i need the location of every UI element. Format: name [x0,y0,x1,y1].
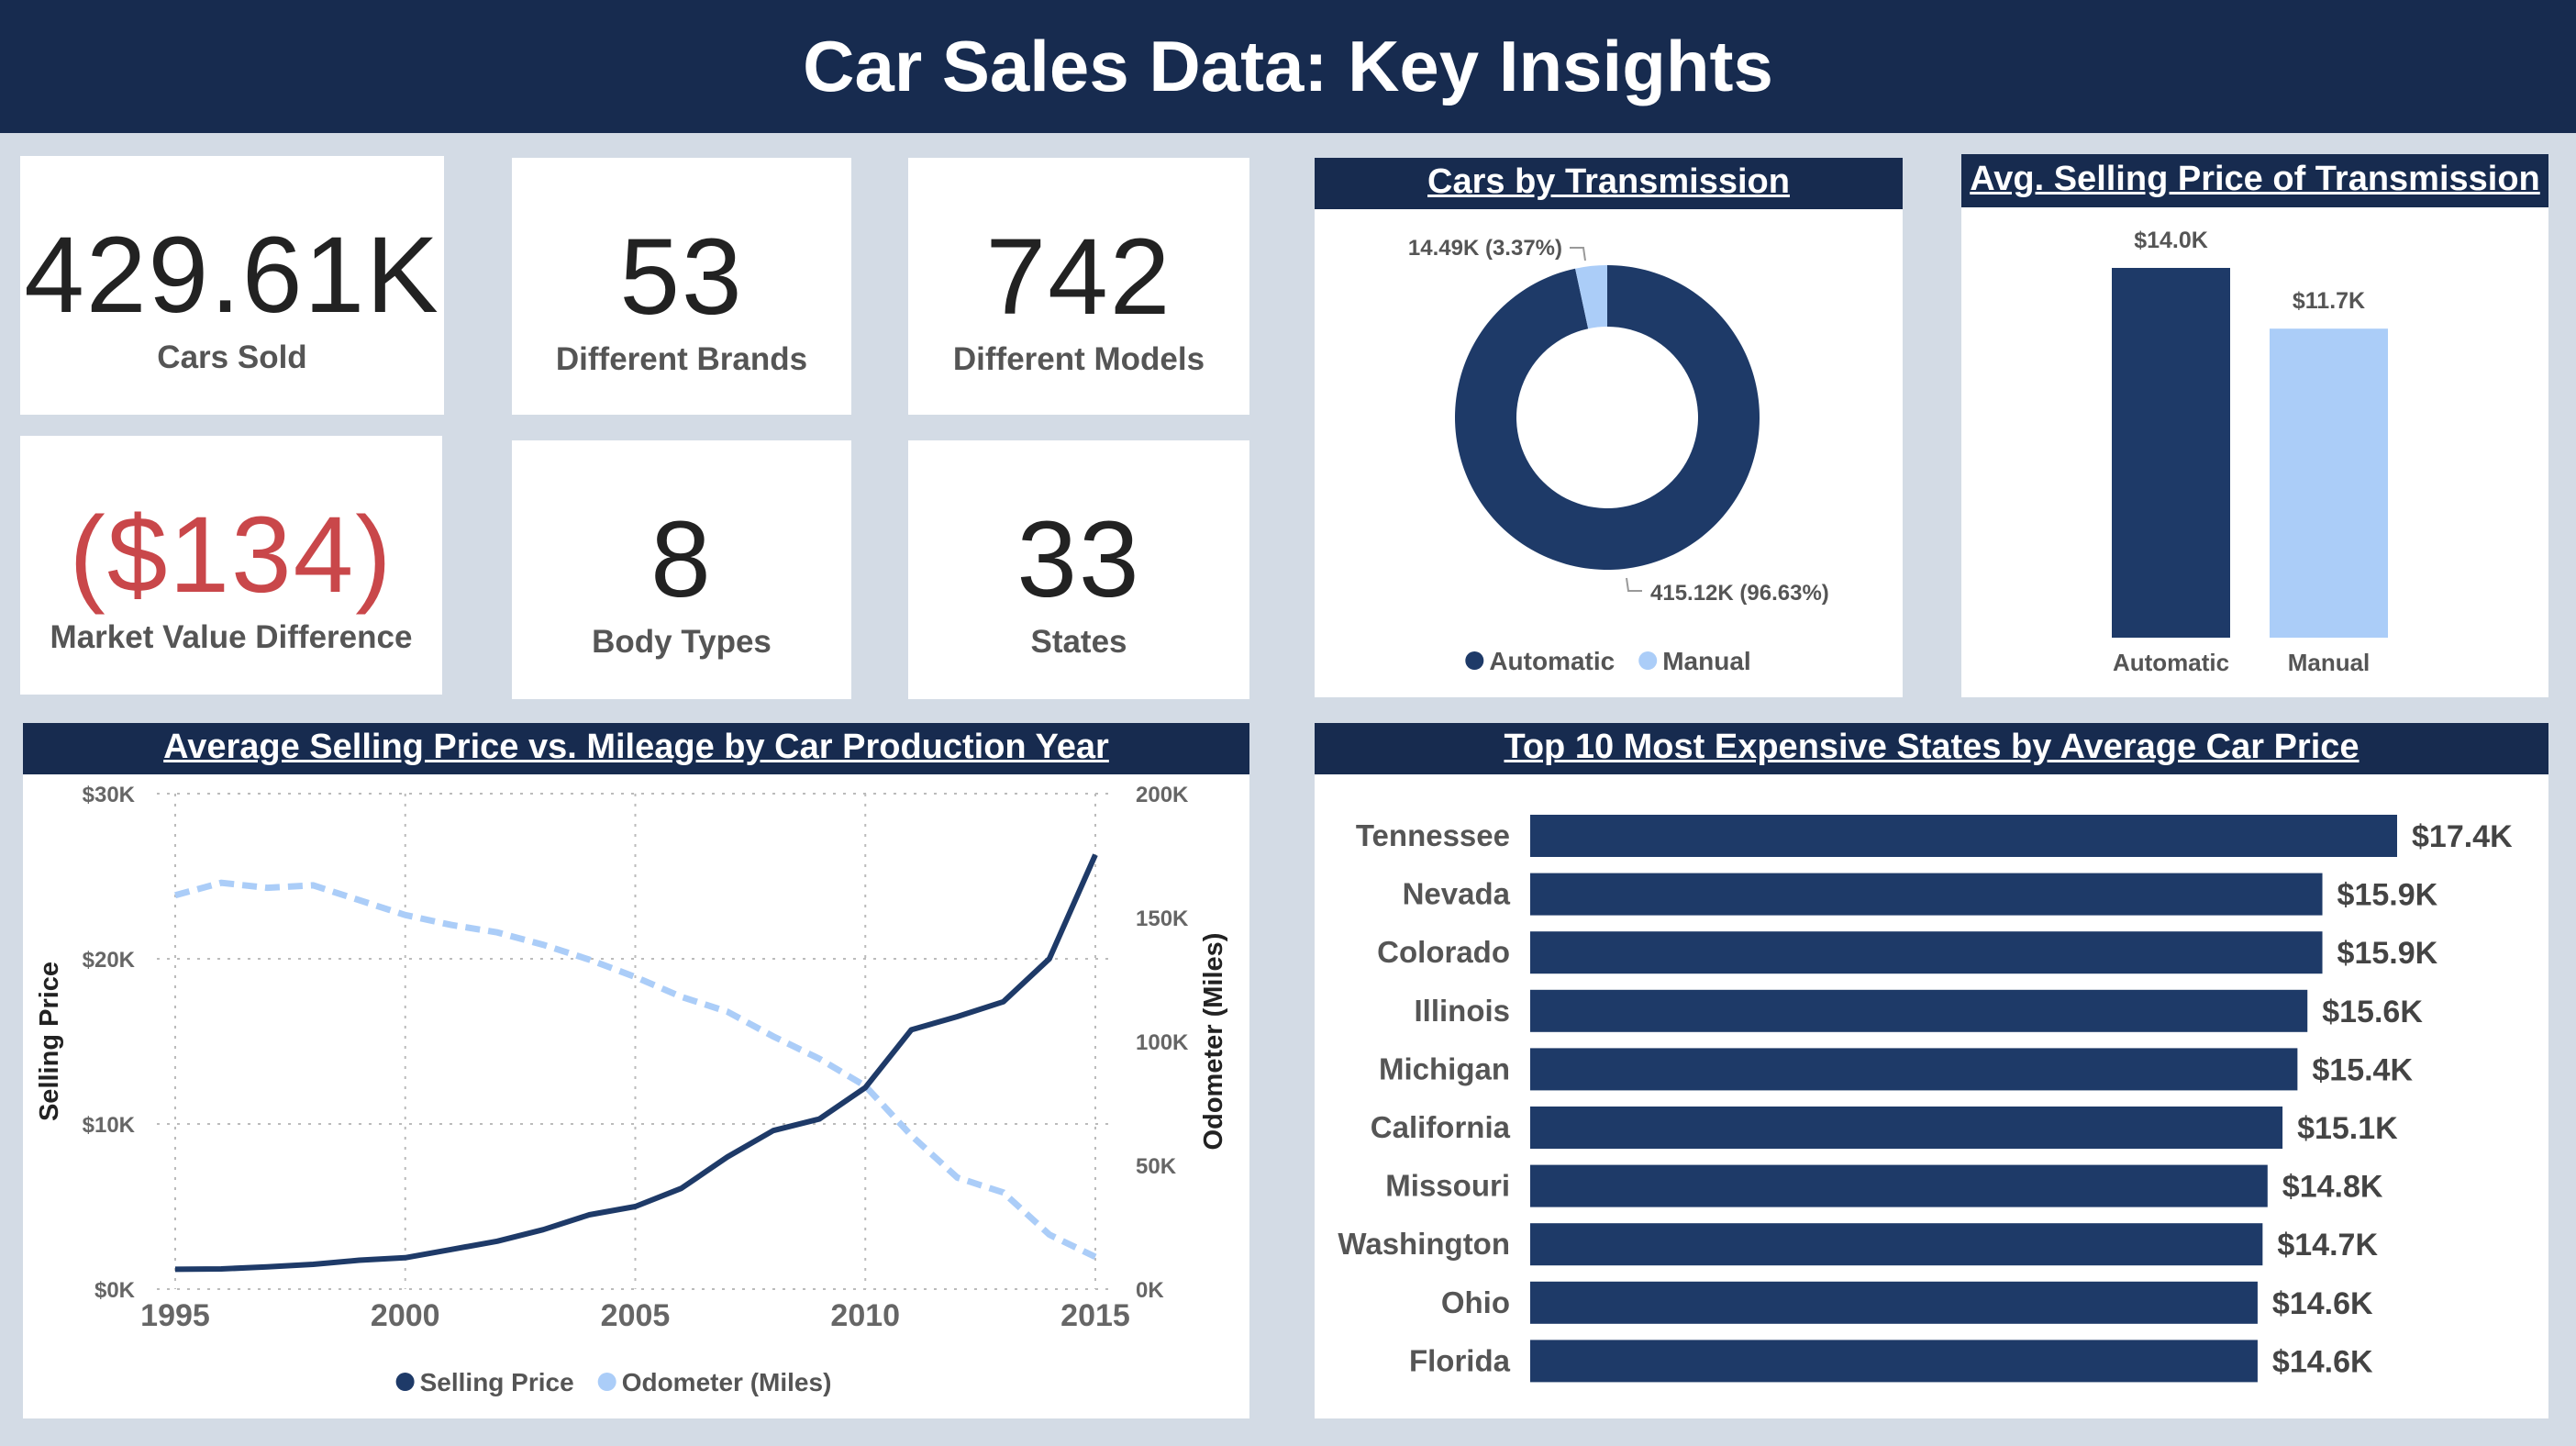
y-tick-label: $10K [83,1113,136,1138]
kpi-label: Body Types [592,624,772,660]
y-right-tick-label: 50K [1136,1154,1177,1179]
y-right-tick-label: 200K [1136,783,1189,807]
kpi-states: 33 States [908,440,1249,699]
kpi-models: 742 Different Models [908,158,1249,415]
panel-title: Cars by Transmission [1315,158,1903,209]
data-label: $17.4K [2412,819,2513,854]
data-label: $15.9K [2337,936,2438,971]
bar-colorado [1530,931,2323,974]
kpi-body-types: 8 Body Types [512,440,851,699]
legend-label: Odometer (Miles) [622,1368,832,1396]
y-tick-label: $0K [94,1278,136,1303]
y-right-tick-label: 100K [1136,1030,1189,1055]
kpi-brands: 53 Different Brands [512,158,851,415]
y-tick-label: Washington [1338,1227,1510,1261]
data-label: $14.6K [2272,1286,2373,1321]
kpi-label: Different Models [952,341,1205,377]
legend-label: Manual [1662,647,1750,675]
data-label: $14.0K [2134,228,2208,253]
panel-title: Average Selling Price vs. Mileage by Car… [23,723,1249,774]
kpi-value: 429.61K [24,215,440,336]
leader-line [1626,577,1642,592]
panel-title: Top 10 Most Expensive States by Average … [1315,723,2548,774]
x-tick-label: 2000 [371,1298,440,1333]
kpi-value: 742 [985,217,1172,338]
legend-marker [1638,651,1658,670]
kpi-cars-sold: 429.61K Cars Sold [20,156,444,415]
y-tick-label: Missouri [1385,1169,1510,1203]
bar-ohio [1530,1281,2258,1324]
price-mileage-panel: Average Selling Price vs. Mileage by Car… [23,723,1249,1418]
donut-slice-automatic [1455,265,1760,570]
x-tick-label: 2005 [601,1298,671,1333]
kpi-value: ($134) [69,495,394,616]
legend-label: Selling Price [420,1368,574,1396]
bar-missouri [1530,1164,2268,1207]
donut-chart: 415.12K (96.63%) 14.49K (3.37%) Automatic M… [1408,236,1829,675]
y-tick-label: Ohio [1441,1285,1510,1319]
legend-marker [597,1373,616,1391]
legend-marker [1465,651,1484,670]
kpi-label: Cars Sold [157,339,307,375]
transmission-price-panel: Avg. Selling Price of Transmission $14.0… [1961,154,2548,697]
bar-tennessee [1530,815,2397,857]
y-tick-label: Florida [1409,1343,1511,1377]
panel-title: Avg. Selling Price of Transmission [1961,154,2548,207]
kpi-label: States [1030,624,1127,660]
transmission-donut-panel: Cars by Transmission 415.12K (96.63%) 14.… [1315,158,1903,697]
y-tick-label: Tennessee [1356,818,1510,852]
bar-michigan [1530,1048,2298,1091]
y-axis-label: Selling Price [35,962,64,1121]
legend-marker [395,1373,415,1391]
x-tick-label: 1995 [140,1298,210,1333]
bar-nevada [1530,873,2323,916]
data-label: $15.1K [2297,1111,2398,1146]
bar-manual [2270,328,2388,638]
kpi-value: 8 [650,499,713,620]
y-tick-label: $20K [83,948,136,973]
data-label: 415.12K (96.63%) [1650,581,1829,606]
y-tick-label: Michigan [1379,1051,1510,1085]
y-tick-label: Colorado [1377,935,1510,969]
data-label: 14.49K (3.37%) [1408,236,1562,261]
data-label: $15.6K [2322,995,2423,1029]
kpi-label: Different Brands [555,341,808,377]
x-tick-label: Manual [2288,649,2371,676]
bar-automatic [2112,268,2230,638]
kpi-value: 53 [619,217,744,338]
horizontal-bar-chart: Tennessee $17.4K Nevada $15.9K Colorado $15.9… [1338,815,2513,1383]
bar-florida [1530,1340,2258,1383]
kpi-label: Market Value Difference [50,619,413,655]
bar-illinois [1530,989,2308,1032]
y-tick-label: Nevada [1403,877,1511,911]
legend-label: Automatic [1489,647,1615,675]
y-tick-label: $30K [83,783,136,807]
top-states-panel: Top 10 Most Expensive States by Average … [1315,723,2548,1418]
bar-california [1530,1107,2283,1149]
line-chart: $0K $10K $20K $30K 0K 50K 100K 150K 200K 1995 2000… [35,783,1228,1396]
data-label: $14.6K [2272,1344,2373,1379]
kpi-value: 33 [1016,499,1141,620]
data-label: $15.4K [2312,1052,2413,1087]
dashboard-title: Car Sales Data: Key Insights [0,0,2576,133]
data-label: $11.7K [2293,288,2365,314]
leader-line [1570,247,1586,261]
data-label: $14.7K [2277,1228,2378,1262]
selling-price-line [174,853,1098,1273]
data-label: $15.9K [2337,878,2438,913]
x-tick-label: 2010 [830,1298,900,1333]
y-right-tick-label: 150K [1136,907,1189,931]
donut-slice-manual [1575,265,1607,329]
kpi-market-value-difference: ($134) Market Value Difference [20,436,442,695]
odometer-line [174,879,1097,1261]
data-label: $14.8K [2282,1170,2383,1205]
bar-washington [1530,1223,2263,1266]
x-tick-label: 2015 [1060,1298,1130,1333]
y-right-axis-label: Odometer (Miles) [1199,933,1228,1151]
bar-chart: $14.0K Automatic $11.7K Manual [2112,228,2388,676]
y-tick-label: California [1371,1110,1511,1144]
y-tick-label: Illinois [1414,994,1510,1028]
y-right-tick-label: 0K [1136,1278,1164,1303]
x-tick-label: Automatic [2113,649,2229,676]
